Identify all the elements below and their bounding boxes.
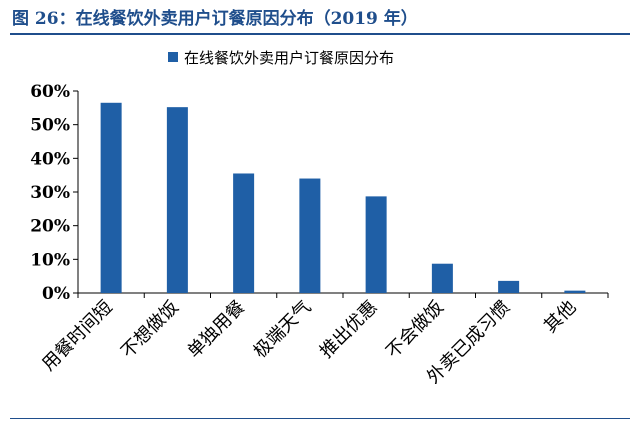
title-divider (10, 33, 630, 35)
bar (498, 280, 520, 293)
x-tick-label: 单独用餐 (183, 297, 249, 363)
chart-legend: 在线餐饮外卖用户订餐原因分布 (168, 47, 394, 67)
y-tick-label: 0% (42, 284, 70, 304)
bar (166, 107, 188, 293)
y-tick-label: 30% (30, 183, 70, 203)
x-tick-label: 推出优惠 (316, 297, 382, 363)
bar (233, 173, 255, 293)
bar (564, 290, 586, 293)
y-tick-label: 10% (30, 250, 70, 270)
x-tick-label: 极端天气 (250, 297, 316, 363)
legend-swatch (168, 52, 178, 62)
bar (431, 263, 453, 293)
y-tick-label: 60% (30, 82, 70, 102)
legend-label: 在线餐饮外卖用户订餐原因分布 (184, 48, 395, 67)
x-tick-label: 不会做饭 (382, 297, 448, 363)
figure-title: 图 26：在线餐饮外卖用户订餐原因分布（2019 年） (12, 9, 418, 29)
bottom-divider (10, 418, 630, 419)
y-tick-label: 40% (30, 149, 70, 169)
y-tick-label: 20% (30, 217, 70, 237)
y-tick-label: 50% (30, 116, 70, 136)
x-tick-label: 不想做饭 (117, 297, 183, 363)
bar (299, 178, 321, 293)
x-tick-label: 用餐时间短 (38, 297, 116, 375)
x-tick-label: 其他 (540, 297, 580, 337)
bar (365, 196, 387, 293)
bar (100, 102, 122, 294)
